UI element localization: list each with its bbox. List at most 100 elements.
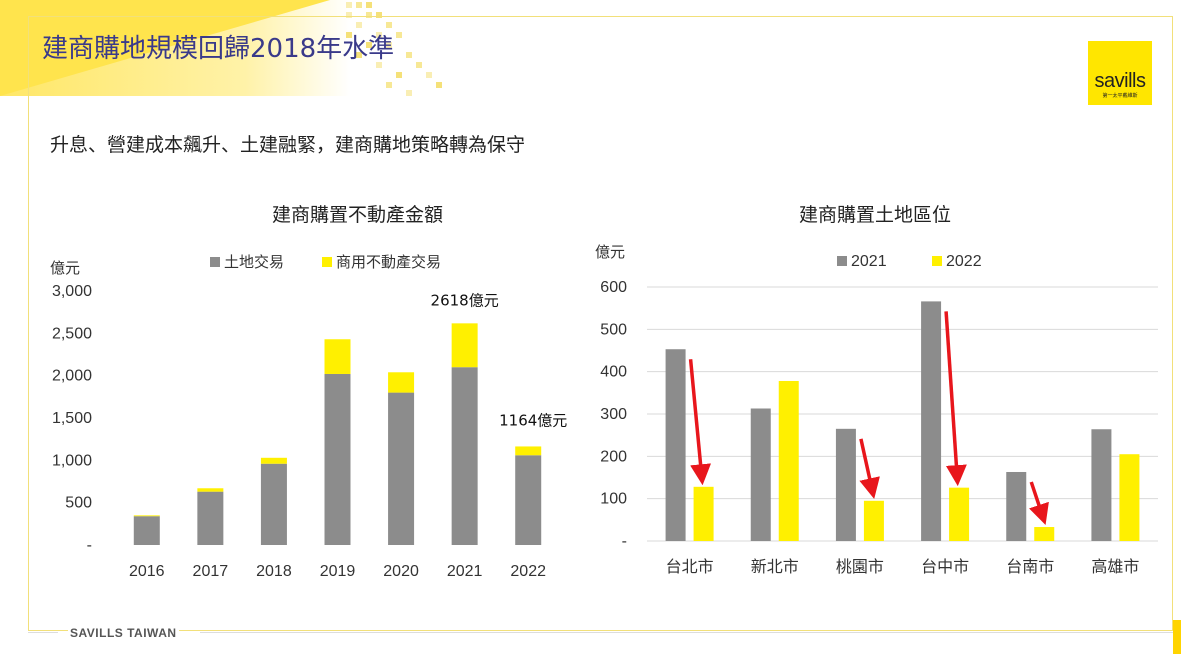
legend-swatch-2022 xyxy=(932,256,942,266)
decline-arrow-桃園市 xyxy=(859,438,880,500)
x-tick-label: 2022 xyxy=(510,563,546,580)
footer-brand: SAVILLS TAIWAN xyxy=(68,626,179,640)
x-tick-label: 新北市 xyxy=(751,557,799,576)
x-tick-label: 2017 xyxy=(193,563,229,580)
x-tick-label: 2018 xyxy=(256,563,292,580)
bar-2021-台中市 xyxy=(921,301,942,541)
pixel-dot xyxy=(436,82,442,88)
footer-rule-right xyxy=(200,632,1173,633)
chart-title: 建商購置土地區位 xyxy=(799,204,951,226)
bar-2021-台南市 xyxy=(1006,471,1027,541)
pixel-dot xyxy=(426,72,432,78)
bar-commercial-2018 xyxy=(260,457,287,464)
x-tick-label: 高雄市 xyxy=(1091,557,1139,576)
x-tick-label: 台北市 xyxy=(666,557,714,576)
bar-commercial-2022 xyxy=(515,446,542,456)
bar-commercial-2020 xyxy=(388,372,415,393)
x-tick-label: 台南市 xyxy=(1006,557,1054,576)
legend-label-commercial: 商用不動產交易 xyxy=(336,253,441,271)
x-tick-label: 2016 xyxy=(129,563,165,580)
bar-2022-新北市 xyxy=(778,380,799,541)
y-tick-label: 1,500 xyxy=(52,410,92,427)
page-subtitle: 升息、營建成本飆升、土建融緊，建商購地策略轉為保守 xyxy=(50,134,526,156)
y-tick-label: 2,000 xyxy=(52,368,92,385)
y-tick-label: 600 xyxy=(600,279,627,296)
pixel-dot xyxy=(346,12,352,18)
decline-arrow-台中市 xyxy=(944,311,967,487)
footer-accent xyxy=(1173,620,1181,654)
pixel-dot xyxy=(406,52,412,58)
logo-wordmark: savills xyxy=(1094,70,1146,92)
bar-land-2022 xyxy=(515,455,542,545)
bar-2022-台北市 xyxy=(693,486,714,541)
logo-subtext: 第一太平戴維斯 xyxy=(1102,93,1138,99)
y-tick-label: 500 xyxy=(65,495,92,512)
bar-2021-桃園市 xyxy=(835,428,856,541)
bar-land-2020 xyxy=(388,392,415,545)
pixel-dot xyxy=(396,32,402,38)
y-tick-label: 3,000 xyxy=(52,283,92,300)
decline-arrow-台南市 xyxy=(1028,481,1049,525)
y-axis-label: 億元 xyxy=(50,259,80,277)
bar-2022-桃園市 xyxy=(863,500,884,541)
decorative-pixel-pattern xyxy=(342,0,452,98)
bar-commercial-2016 xyxy=(133,515,160,517)
legend-label-2022: 2022 xyxy=(946,253,982,270)
bar-land-2017 xyxy=(197,491,224,545)
bar-2021-新北市 xyxy=(750,408,771,541)
chart-title: 建商購置不動產金額 xyxy=(272,204,443,226)
bar-2021-台北市 xyxy=(665,349,686,541)
pixel-dot xyxy=(356,52,362,58)
bar-commercial-2021 xyxy=(451,323,478,368)
y-tick-label: - xyxy=(622,533,627,550)
pixel-dot xyxy=(366,42,372,48)
bar-2022-台中市 xyxy=(949,487,970,541)
bar-commercial-2017 xyxy=(197,488,224,492)
legend-label-land: 土地交易 xyxy=(224,253,284,271)
pixel-dot xyxy=(356,2,362,8)
pixel-dot xyxy=(376,12,382,18)
decline-arrow-台北市 xyxy=(688,359,712,486)
savills-logo: savills 第一太平戴維斯 xyxy=(1088,41,1152,105)
content-frame xyxy=(28,16,1173,631)
legend-swatch-land xyxy=(210,257,220,267)
pixel-dot xyxy=(376,62,382,68)
x-tick-label: 2019 xyxy=(320,563,356,580)
y-tick-label: 100 xyxy=(600,491,627,508)
pixel-dot xyxy=(346,32,352,38)
y-axis-label: 億元 xyxy=(595,243,625,261)
pixel-dot xyxy=(416,62,422,68)
x-tick-label: 2020 xyxy=(383,563,419,580)
y-tick-label: 500 xyxy=(600,321,627,338)
bar-2022-台南市 xyxy=(1034,527,1055,541)
bar-land-2016 xyxy=(133,516,160,545)
bar-land-2018 xyxy=(260,463,287,545)
x-tick-label: 2021 xyxy=(447,563,483,580)
pixel-dot xyxy=(386,22,392,28)
pixel-dot xyxy=(386,82,392,88)
bar-land-2019 xyxy=(324,373,351,545)
x-tick-label: 桃園市 xyxy=(836,557,884,576)
pixel-dot xyxy=(406,90,412,96)
footer-rule-left xyxy=(28,632,58,633)
pixel-dot xyxy=(396,72,402,78)
pixel-dot xyxy=(366,2,372,8)
pixel-dot xyxy=(366,12,372,18)
pixel-dot xyxy=(386,42,392,48)
pixel-dot xyxy=(376,32,382,38)
bar-2021-高雄市 xyxy=(1091,429,1112,541)
y-tick-label: 1,000 xyxy=(52,452,92,469)
pixel-dot xyxy=(356,22,362,28)
y-tick-label: 2,500 xyxy=(52,325,92,342)
bar-land-2021 xyxy=(451,367,478,545)
annotation-total-2021: 2618億元 xyxy=(431,291,499,309)
bar-commercial-2019 xyxy=(324,339,351,374)
pixel-dot xyxy=(346,2,352,8)
legend-swatch-2021 xyxy=(837,256,847,266)
legend-label-2021: 2021 xyxy=(851,253,887,270)
x-tick-label: 台中市 xyxy=(921,557,969,576)
y-tick-label: - xyxy=(87,537,92,554)
bar-2022-高雄市 xyxy=(1119,454,1140,541)
y-tick-label: 300 xyxy=(600,406,627,423)
